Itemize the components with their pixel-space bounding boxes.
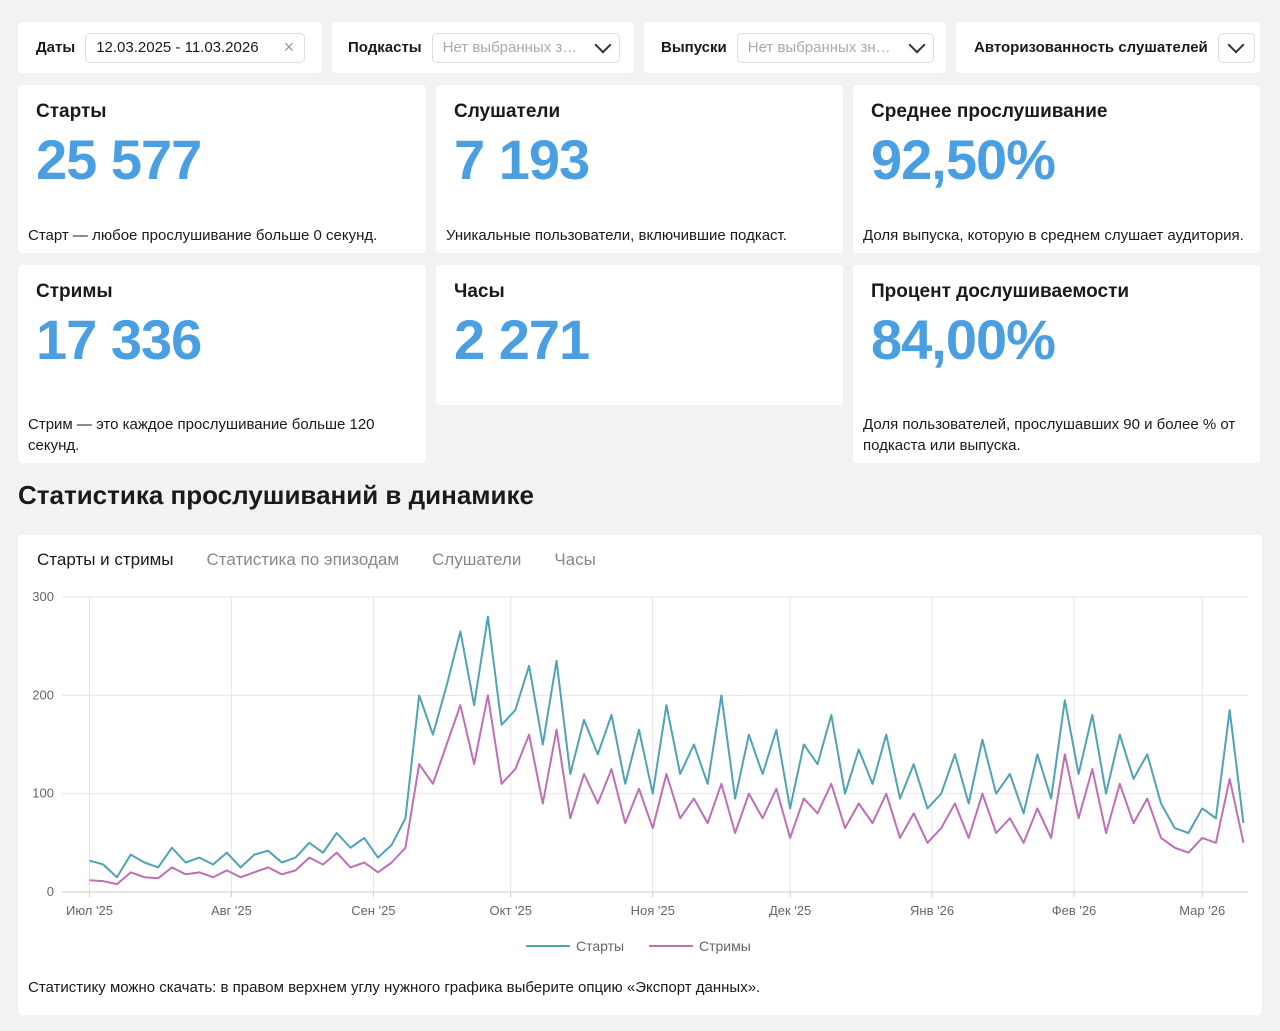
card-title: Процент дослушиваемости	[871, 281, 1130, 302]
tab[interactable]: Статистика по эпизодам	[206, 550, 400, 569]
filter-dates: Даты 12.03.2025 - 11.03.2026 ×	[18, 22, 322, 73]
placeholder: Нет выбранных з…	[442, 39, 578, 56]
legend-label: Стримы	[699, 938, 751, 954]
x-tick-label: Фев '26	[1052, 903, 1097, 918]
metric-card: Стримы 17 336 Стрим — это каждое прослуш…	[18, 265, 426, 463]
card-title: Часы	[454, 281, 505, 302]
metric-card: Слушатели 7 193 Уникальные пользователи,…	[436, 85, 843, 253]
card-value: 92,50%	[871, 128, 1056, 191]
card-title: Слушатели	[454, 101, 561, 122]
card-note: Старт — любое прослушивание больше 0 сек…	[28, 227, 378, 244]
card-note: Доля пользователей, прослушавших 90 и бо…	[863, 416, 1236, 454]
tab[interactable]: Слушатели	[432, 550, 522, 569]
card-value: 25 577	[36, 128, 202, 191]
filter-label: Подкасты	[348, 39, 422, 56]
card-value: 84,00%	[871, 308, 1056, 371]
card-title: Среднее прослушивание	[871, 101, 1108, 122]
tabs: Старты и стримы Статистика по эпизодам С…	[37, 550, 596, 570]
x-tick-label: Июл '25	[66, 903, 113, 918]
filter-label: Авторизованность слушателей	[974, 39, 1208, 56]
date-value: 12.03.2025 - 11.03.2026	[96, 39, 259, 56]
chart-panel: Старты и стримы Статистика по эпизодам С…	[18, 535, 1262, 1015]
card-value: 2 271	[454, 308, 590, 371]
series-line	[89, 615, 1245, 879]
card-note: Доля выпуска, которую в среднем слушает …	[863, 227, 1244, 244]
auth-select[interactable]	[1217, 32, 1255, 63]
card-value: 7 193	[454, 128, 590, 191]
tab[interactable]: Часы	[554, 550, 596, 569]
x-tick-label: Сен '25	[351, 903, 395, 918]
card-title: Старты	[36, 101, 107, 122]
date-input[interactable]: 12.03.2025 - 11.03.2026 ×	[85, 32, 306, 63]
x-tick-label: Ноя '25	[631, 903, 675, 918]
export-note: Статистику можно скачать: в правом верхн…	[28, 979, 761, 996]
card-note: Уникальные пользователи, включившие подк…	[446, 227, 787, 244]
filter-podcasts: Подкасты Нет выбранных з…	[332, 22, 634, 73]
legend-label: Старты	[576, 938, 624, 954]
x-tick-label: Дек '25	[769, 903, 811, 918]
filter-label: Даты	[36, 39, 76, 56]
filter-label: Выпуски	[661, 39, 727, 56]
y-tick-label: 200	[32, 687, 54, 702]
filter-auth: Авторизованность слушателей	[956, 22, 1260, 73]
podcast-select[interactable]: Нет выбранных з…	[431, 32, 620, 63]
metric-card: Среднее прослушивание 92,50% Доля выпуск…	[853, 85, 1260, 253]
placeholder: Нет выбранных зн…	[747, 39, 891, 56]
x-tick-label: Мар '26	[1179, 903, 1225, 918]
tab[interactable]: Старты и стримы	[37, 550, 174, 569]
chart: 0 100 200 300 Июл '25 Авг '25 Сен '25 Окт '25 Но…	[32, 589, 1248, 954]
section-title: Статистика прослушиваний в динамике	[18, 480, 534, 510]
metric-card: Процент дослушиваемости 84,00% Доля поль…	[853, 265, 1260, 463]
x-tick-label: Окт '25	[490, 903, 532, 918]
x-tick-label: Авг '25	[211, 903, 252, 918]
y-tick-label: 300	[32, 589, 54, 604]
card-note: Стрим — это каждое прослушивание больше …	[28, 416, 375, 454]
series-line	[89, 694, 1245, 886]
metric-card: Часы 2 271	[436, 265, 843, 405]
episode-select[interactable]: Нет выбранных зн…	[736, 32, 934, 63]
filter-episodes: Выпуски Нет выбранных зн…	[644, 22, 946, 73]
card-title: Стримы	[36, 281, 113, 302]
x-tick-label: Янв '26	[910, 903, 954, 918]
y-tick-label: 100	[32, 786, 54, 801]
y-tick-label: 0	[47, 884, 54, 899]
card-value: 17 336	[36, 308, 202, 371]
metric-card: Старты 25 577 Старт — любое прослушивани…	[18, 85, 426, 253]
